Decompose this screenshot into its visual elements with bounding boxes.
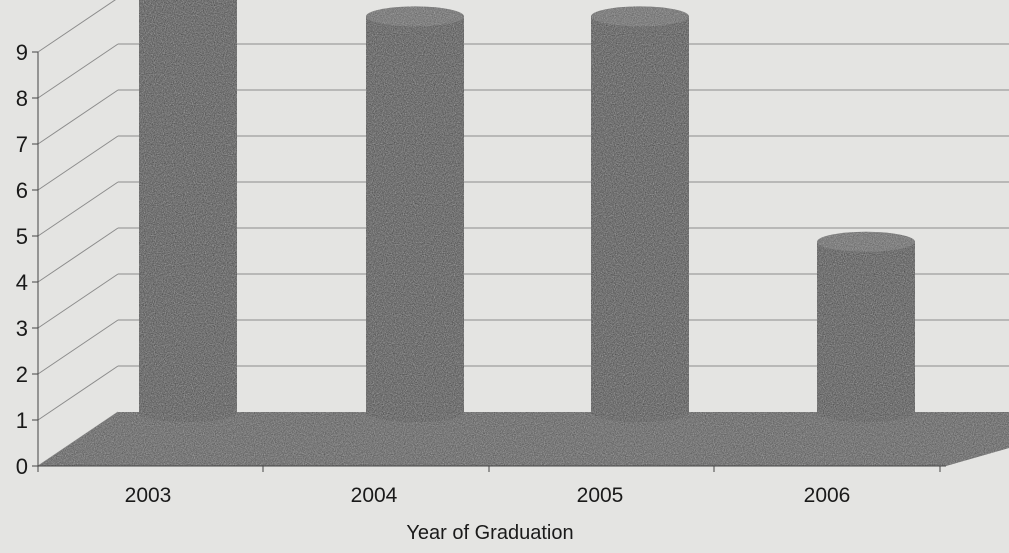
- y-tick-label: 7: [16, 132, 28, 157]
- y-tick-label: 6: [16, 178, 28, 203]
- bar-body: [817, 241, 915, 422]
- side-gridline: [37, 89, 119, 145]
- bar-top: [817, 231, 915, 252]
- y-tick-label: 9: [16, 40, 28, 65]
- x-axis-title: Year of Graduation: [406, 522, 573, 544]
- bar: [591, 6, 689, 423]
- bar-body: [366, 16, 464, 423]
- bar: [366, 6, 464, 423]
- side-gridline: [37, 135, 119, 191]
- side-gridline: [37, 0, 116, 53]
- bar-top: [591, 6, 689, 27]
- bar-body: [139, 0, 237, 422]
- side-gridline: [37, 365, 119, 421]
- y-tick-label: 2: [16, 362, 28, 387]
- x-tick-label: 2005: [577, 484, 624, 507]
- y-tick-label: 8: [16, 86, 28, 111]
- grid-lines: [37, 0, 1009, 467]
- y-tick-label: 3: [16, 316, 28, 341]
- y-axis: 0 1 2 3 4 5 6 7 8 9: [16, 40, 39, 479]
- y-tick-label: 0: [16, 454, 28, 479]
- y-tick-label: 1: [16, 408, 28, 433]
- side-gridline: [37, 319, 119, 375]
- side-gridline: [37, 43, 119, 99]
- bar-top: [366, 6, 464, 27]
- bar: [817, 231, 915, 422]
- bar-body: [591, 16, 689, 423]
- floor: [38, 412, 1009, 466]
- bars: [139, 0, 915, 423]
- side-gridline: [37, 181, 119, 237]
- x-tick-label: 2004: [351, 484, 398, 507]
- y-tick-label: 5: [16, 224, 28, 249]
- x-axis: 2003 2004 2005 2006: [37, 465, 946, 507]
- y-tick-label: 4: [16, 270, 28, 295]
- side-gridline: [37, 273, 119, 329]
- x-tick-label: 2006: [804, 484, 851, 507]
- floor-plane: [38, 412, 1009, 466]
- x-tick-label: 2003: [125, 484, 172, 507]
- bar: [139, 0, 237, 422]
- side-gridline: [37, 227, 119, 283]
